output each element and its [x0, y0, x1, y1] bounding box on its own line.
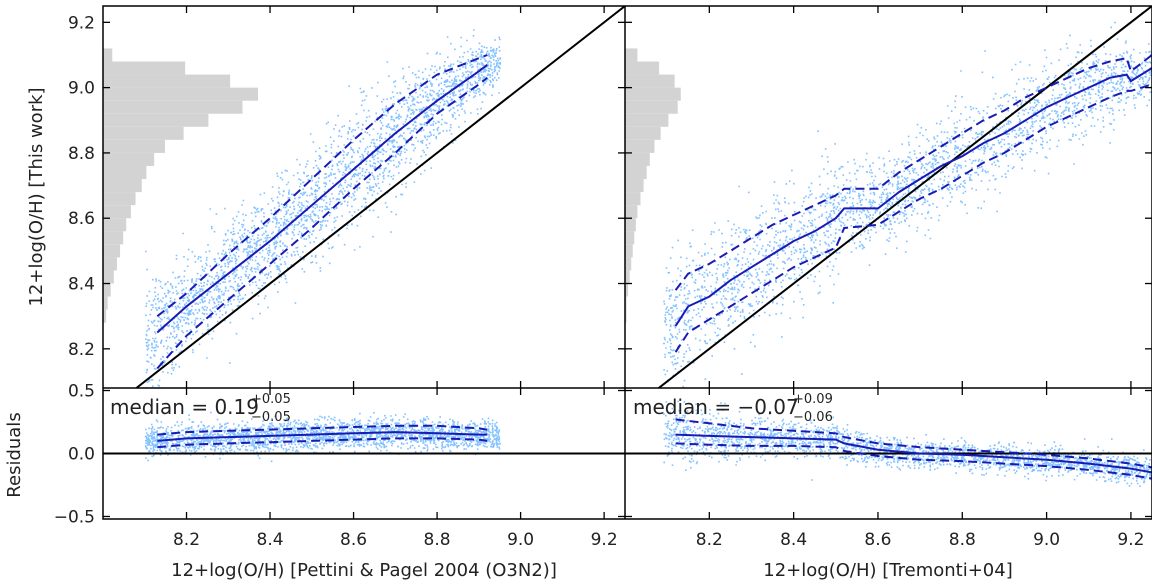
x-tick-label: 9.2: [1117, 530, 1144, 550]
y-axis-label-top: 12+log(O/H) [This work]: [26, 87, 47, 306]
x-tick-label: 8.4: [780, 530, 807, 550]
running-median-line: [156, 64, 488, 334]
histogram-bar: [103, 152, 155, 166]
x-tick-label: 8.2: [696, 530, 723, 550]
histogram-bar: [625, 100, 678, 114]
histogram-bar: [103, 74, 231, 88]
axes-frames: [102, 5, 1152, 520]
histogram-bar: [625, 218, 636, 232]
axis-ticks: 8.2 8.4 8.6 8.8 9.0 9.2 −0.5 0.0 0.5 8.2 8.4 8.6 8.8…: [54, 6, 1152, 550]
histogram-bar: [103, 296, 108, 310]
x-tick-label: 8.4: [257, 530, 284, 550]
running-median-line: [675, 433, 1152, 474]
histogram-bar: [103, 244, 121, 258]
y-tick-label: 8.8: [68, 144, 95, 164]
histogram-bar: [103, 87, 258, 101]
panel-top-right: [625, 6, 1152, 388]
x-tick-label: 8.6: [340, 530, 367, 550]
running-median-line: [674, 67, 1152, 327]
x-tick-label: 8.8: [424, 530, 451, 550]
histogram-bar: [625, 152, 650, 166]
histogram-bar: [625, 231, 635, 245]
y-tick-label: 8.4: [68, 275, 95, 295]
panel-bottom-right: [625, 400, 1152, 487]
histogram-bar: [625, 192, 641, 206]
histogram-bar: [103, 139, 165, 153]
histogram-bar: [625, 244, 633, 258]
percentile-16-line: [675, 442, 1152, 480]
x-tick-label: 9.0: [507, 530, 534, 550]
y-tick-label: −0.5: [54, 507, 95, 527]
x-axis-label-right: 12+log(O/H) [Tremonti+04]: [763, 560, 1012, 581]
y-tick-label: 9.0: [68, 79, 95, 99]
median-lower-error-left: −0.05: [251, 410, 291, 425]
x-axis-label-left: 12+log(O/H) [Pettini & Pagel 2004 (O3N2)…: [171, 560, 557, 581]
outer-frame: [102, 5, 1152, 520]
x-tick-label: 8.6: [864, 530, 891, 550]
histogram-bar: [103, 100, 243, 114]
scatter-points: [144, 411, 501, 463]
histogram-bar: [625, 309, 627, 323]
histogram-bar: [103, 257, 117, 271]
histogram-bar: [103, 126, 184, 140]
running-median-line: [157, 431, 488, 442]
scatter-points: [145, 29, 502, 388]
y-tick-label: 0.0: [68, 445, 95, 465]
median-annotation-right: median = −0.07: [633, 395, 799, 419]
y-tick-label: 8.2: [68, 340, 95, 360]
scatter-points: [663, 21, 1152, 388]
histogram-bar: [625, 61, 660, 75]
x-tick-label: 9.0: [1033, 530, 1060, 550]
y-tick-label: 9.2: [68, 13, 95, 33]
panel-top-left: [103, 6, 625, 388]
median-upper-error-right: +0.09: [793, 392, 833, 407]
x-tick-label: 9.2: [591, 530, 618, 550]
x-tick-label: 8.2: [173, 530, 200, 550]
median-lower-error-right: −0.06: [793, 410, 833, 425]
histogram-bar: [625, 179, 644, 193]
histogram-bar: [625, 165, 647, 180]
histogram-bar: [103, 192, 136, 206]
histogram-bar: [625, 87, 681, 101]
percentile-16-line: [674, 83, 1152, 353]
one-to-one-line: [135, 6, 625, 388]
histogram-bar: [625, 74, 675, 88]
y-axis-label-bottom: Residuals: [4, 412, 25, 497]
panel-bottom-left: [103, 411, 625, 463]
histogram-bar: [103, 113, 209, 127]
histogram-bar: [625, 283, 629, 297]
histogram-bar: [103, 165, 147, 180]
histogram-bar: [625, 270, 630, 284]
median-annotation-left: median = 0.19: [110, 395, 259, 419]
histogram-bar: [103, 218, 127, 232]
histogram-bar: [103, 270, 114, 284]
histogram-bar: [625, 48, 638, 62]
histogram-bar: [625, 296, 627, 310]
percentile-16-line: [156, 77, 488, 370]
histogram-bar: [103, 179, 142, 193]
y-tick-label: 0.5: [68, 382, 95, 402]
y-tick-label: 8.6: [68, 209, 95, 229]
histogram-bar: [625, 205, 638, 219]
histogram-bar: [625, 257, 632, 271]
histogram-bar: [625, 139, 655, 153]
histogram-bar: [625, 126, 661, 140]
histogram-bar: [103, 283, 111, 297]
percentile-16-line: [157, 437, 488, 449]
percentile-84-line: [157, 424, 488, 436]
histogram-bar: [103, 48, 113, 62]
histogram-bar: [103, 231, 124, 245]
one-to-one-line: [658, 6, 1152, 388]
histogram-bar: [103, 309, 107, 323]
x-tick-label: 8.8: [949, 530, 976, 550]
histogram-bar: [625, 113, 669, 127]
percentile-84-line: [156, 54, 488, 317]
median-upper-error-left: +0.05: [251, 392, 291, 407]
histogram-bar: [103, 205, 131, 219]
histogram-bar: [103, 61, 186, 75]
percentile-84-line: [675, 418, 1152, 469]
percentile-84-line: [674, 54, 1152, 291]
